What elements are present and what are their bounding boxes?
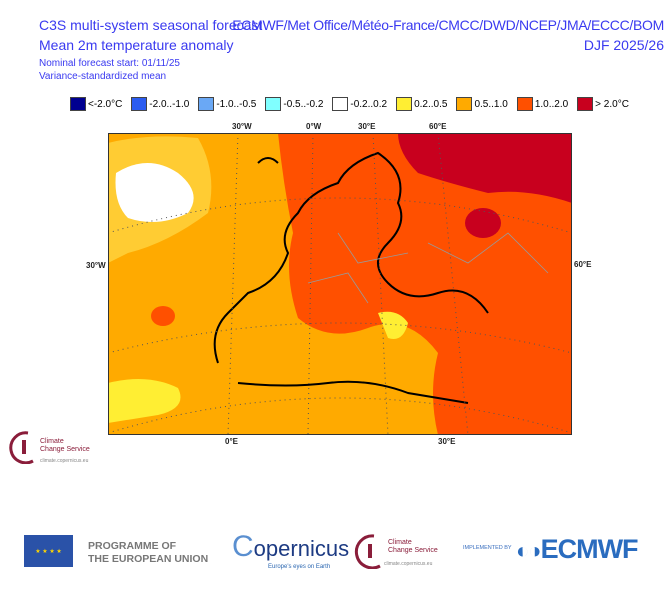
legend-label: > 2.0°C [595,98,629,110]
lon-label: 30°E [438,437,456,446]
logo-url: climate.copernicus.eu [40,458,89,464]
eu-programme: PROGRAMME OF THE EUROPEAN UNION [88,540,208,566]
legend-item: <-2.0°C [70,97,122,111]
legend-item: > 2.0°C [577,97,629,111]
logo-url: climate.copernicus.eu [384,561,433,567]
copernicus-logo: Copernicus [232,530,350,563]
legend-item: -2.0..-1.0 [131,97,189,111]
legend-label: 0.2..0.5 [414,98,448,110]
legend-swatch [265,97,282,111]
legend-swatch [456,97,473,111]
region-1.0-2.0-atlantic [151,306,175,326]
eu-line1: PROGRAMME OF [88,540,177,552]
legend-swatch [577,97,594,111]
legend-item: -0.5..-0.2 [265,97,323,111]
region-neutral-northwest [115,163,194,222]
legend-label: -0.2..0.2 [350,98,388,110]
borders [307,232,549,304]
title: C3S multi-system seasonal forecast [39,17,263,33]
legend: <-2.0°C -2.0..-1.0 -1.0..-0.5 -0.5..-0.2 -0.… [70,97,629,111]
region-0.2-0.5-greece [378,311,408,339]
season: DJF 2025/26 [583,37,664,53]
ecmwf-logo: ◐◑ECMWF [516,534,639,565]
lon-label: 30°W [86,261,106,270]
legend-item: -1.0..-0.5 [198,97,256,111]
c3s-logo: Climate Change Service climate.copernicu… [352,533,438,574]
copernicus-text: opernicus [253,536,350,561]
legend-label: 0.5..1.0 [474,98,508,110]
map [108,133,572,435]
logo-text: Climate [388,539,412,546]
forecast-start: Nominal forecast start: 01/11/25 [39,58,180,69]
logo-text: Change Service [388,547,438,554]
region-1.0-2.0 [278,133,572,435]
logo-text: Change Service [40,446,90,453]
lon-label: 60°E [429,122,447,131]
legend-label: 1.0..2.0 [534,98,569,110]
legend-label: -1.0..-0.5 [216,98,257,110]
copernicus-tagline: Europe's eyes on Earth [268,564,331,570]
method: Variance-standardized mean [39,71,167,82]
legend-label: <-2.0°C [88,98,123,110]
legend-label: -2.0..-1.0 [149,98,190,110]
region-0.2-0.5-southwest [108,379,181,423]
thermometer-icon [354,534,381,570]
lon-label: 30°E [358,122,376,131]
legend-label: -0.5..-0.2 [283,98,324,110]
ecmwf-symbol-icon: ◐◑ [516,538,542,563]
region-above-2.0 [398,133,572,203]
coastline [213,151,489,404]
legend-item: 0.5..1.0 [456,97,508,111]
graticule [108,133,572,435]
lon-label: 60°E [574,260,592,269]
copernicus-c: C [232,530,254,563]
legend-swatch [198,97,215,111]
legend-swatch [396,97,413,111]
legend-swatch [70,97,86,111]
eu-flag-icon: ★ ★ ★ ★ [24,535,73,567]
map-frame [108,133,572,435]
legend-item: 0.2..0.5 [396,97,447,111]
legend-item: 1.0..2.0 [516,97,569,111]
eu-line2: THE EUROPEAN UNION [88,553,209,565]
legend-swatch [332,97,349,111]
subtitle: Mean 2m temperature anomaly [39,37,234,53]
lon-label: 0°E [225,437,238,446]
legend-swatch [131,97,148,111]
c3s-small-logo: Climate Change Service climate.copernicu… [8,430,90,469]
legend-item: -0.2..0.2 [332,97,387,111]
region-above-2.0-east [465,208,501,238]
systems: ECMWF/Met Office/Météo-France/CMCC/DWD/N… [232,17,664,33]
legend-swatch [516,97,533,111]
implemented-by: IMPLEMENTED BY [463,545,512,551]
logo-text: Climate [40,438,64,445]
ecmwf-text: ECMWF [540,534,639,564]
lon-label: 30°W [232,122,252,131]
lon-label: 0°W [306,122,322,131]
thermometer-icon [9,431,34,465]
